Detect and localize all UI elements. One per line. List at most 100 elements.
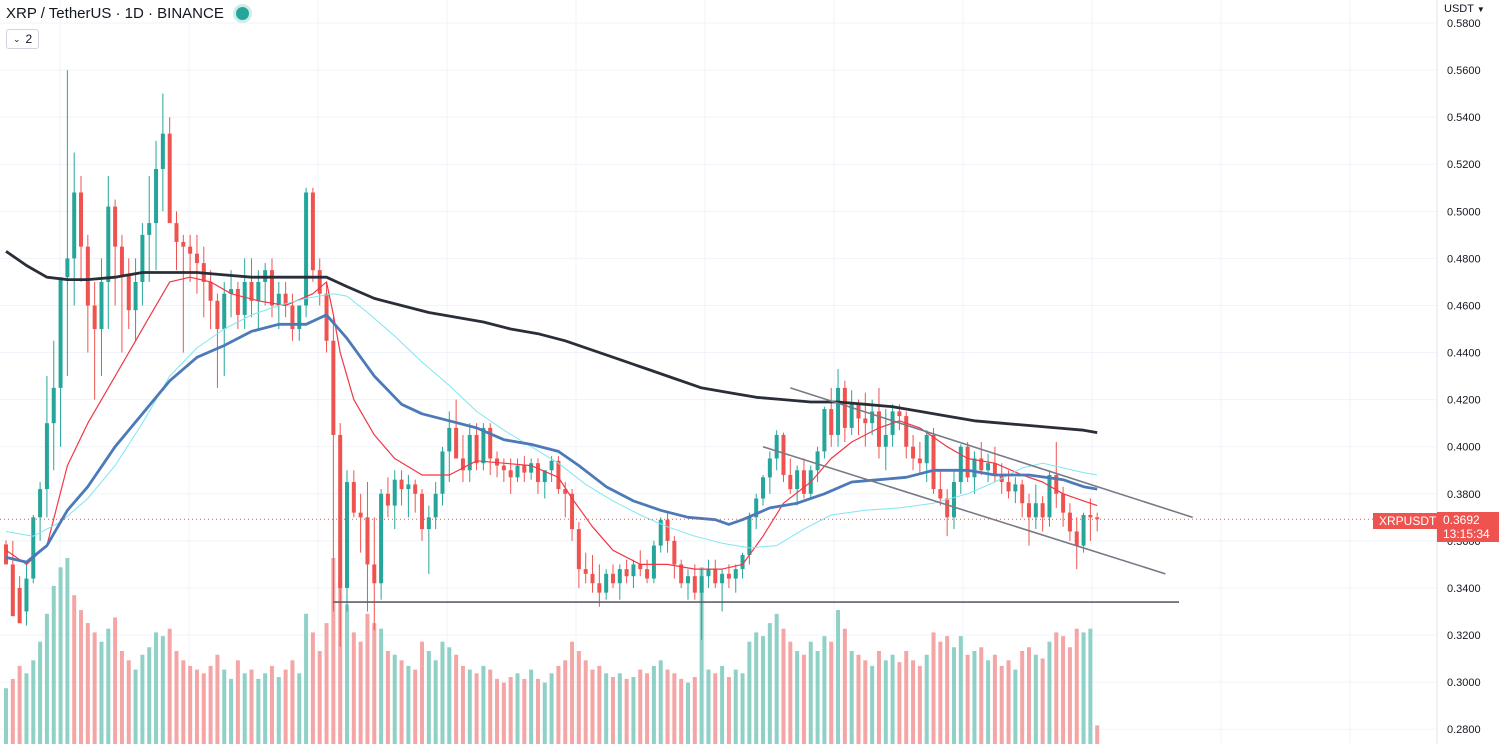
volume-bar: [1054, 632, 1059, 744]
chevron-down-icon: ⌄: [13, 33, 21, 44]
candle-body: [399, 479, 404, 490]
candle-body: [911, 446, 916, 459]
candle-body: [972, 458, 977, 478]
candle-body: [726, 573, 731, 579]
candle-body: [208, 281, 213, 301]
candle-body: [215, 300, 220, 330]
candle-body: [583, 569, 588, 574]
volume-bar: [338, 580, 343, 744]
volume-bar: [1081, 632, 1086, 744]
candle-body: [1006, 482, 1011, 492]
currency-label: USDT: [1444, 3, 1474, 15]
candle-body: [140, 234, 145, 282]
volume-bar: [447, 647, 452, 744]
volume-bar: [1095, 725, 1100, 744]
volume-bar: [781, 628, 786, 744]
volume-bar: [645, 673, 650, 744]
volume-bar: [801, 654, 806, 744]
candle-body: [876, 411, 881, 447]
candle-body: [324, 293, 329, 341]
volume-bar: [235, 660, 240, 744]
candle-body: [672, 540, 677, 565]
volume-bar: [1047, 641, 1052, 744]
volume-bar: [358, 641, 363, 744]
volume-bar: [140, 654, 145, 744]
volume-bar: [979, 647, 984, 744]
price-axis[interactable]: 0.5800 0.5600 0.5400 0.5200 0.5000 0.4800 0.46…: [1447, 18, 1481, 736]
volume-bar: [379, 628, 384, 744]
candle-body: [706, 569, 711, 577]
candle-body: [167, 133, 172, 224]
price-tick-label: 0.4600: [1447, 300, 1481, 312]
channel-top-line: [790, 387, 1193, 519]
trend-lines: [0, 387, 1437, 603]
candle-body: [365, 517, 370, 565]
candle-body: [897, 411, 902, 417]
volume-bar: [597, 665, 602, 744]
price-tick-label: 0.4800: [1447, 253, 1481, 265]
price-tick-label: 0.3200: [1447, 630, 1481, 642]
volume-bar: [1074, 628, 1079, 744]
volume-bar: [822, 636, 827, 744]
candle-body: [467, 434, 472, 471]
candle-body: [269, 270, 274, 306]
candle-body: [133, 281, 138, 311]
volume-bar: [467, 669, 472, 744]
legend-toggle-button[interactable]: ⌄ 2: [6, 29, 40, 49]
candle-body: [692, 576, 697, 593]
volume-bar: [65, 558, 70, 744]
volume-bar: [740, 673, 745, 744]
candle-body: [4, 544, 8, 565]
volume-bar: [426, 651, 431, 744]
volume-bar: [1033, 654, 1038, 744]
volume-bar: [679, 678, 684, 744]
volume-bar: [194, 669, 199, 744]
volume-bar: [1067, 647, 1072, 744]
volume-bar: [972, 651, 977, 744]
volume-bar: [774, 613, 779, 744]
candle-body: [79, 192, 84, 247]
candle-body: [665, 519, 670, 541]
candle-body: [24, 578, 29, 612]
volume-bar: [317, 651, 322, 744]
price-tick-label: 0.4400: [1447, 348, 1481, 360]
volume-bar: [4, 688, 8, 744]
candle-body: [51, 387, 56, 424]
volume-bar: [1006, 660, 1011, 744]
volume-bar: [351, 632, 356, 744]
volume-bar: [624, 678, 629, 744]
candle-body: [522, 465, 527, 473]
channel-bottom-line: [762, 445, 1166, 575]
candle-body: [686, 576, 690, 584]
candle-body: [358, 512, 363, 518]
volume-bar: [119, 651, 124, 744]
volume-bar: [10, 678, 15, 744]
candle-body: [720, 573, 725, 584]
candle-body: [679, 564, 684, 584]
candle-body: [767, 458, 772, 478]
volume-bar: [188, 665, 193, 744]
symbol-title[interactable]: XRP / TetherUS · 1D · BINANCE: [6, 5, 224, 22]
candle-body: [440, 451, 445, 494]
volume-bar: [570, 641, 575, 744]
volume-bar: [856, 654, 861, 744]
candle-body: [433, 493, 438, 518]
candle-body: [1047, 474, 1052, 518]
candle-body: [229, 289, 234, 294]
volume-bar: [181, 660, 186, 744]
candle-body: [1061, 493, 1066, 513]
candle-body: [733, 569, 738, 579]
candle-body: [781, 434, 786, 475]
volume-bar: [372, 623, 377, 744]
candle-body: [699, 576, 704, 593]
candle-body: [638, 564, 643, 570]
candle-body: [222, 293, 227, 330]
volume-bar: [617, 673, 622, 744]
candle-body: [44, 423, 49, 490]
candle-body: [1040, 503, 1045, 518]
candle-body: [454, 427, 459, 459]
volume-bar: [638, 669, 643, 744]
currency-selector[interactable]: USDT ▼: [1444, 3, 1485, 15]
